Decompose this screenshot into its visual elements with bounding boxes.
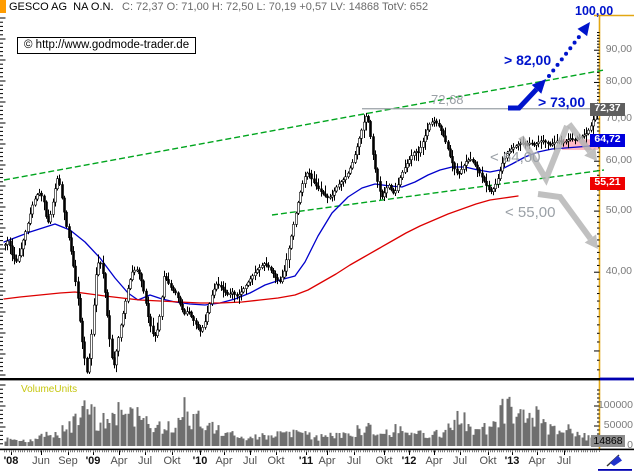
trend-channel <box>3 69 605 216</box>
annotation-gray-poly <box>518 124 570 186</box>
annotation-gray-arrow <box>566 122 597 161</box>
axes-frame <box>0 14 634 471</box>
annotation-blue-dots <box>547 22 590 78</box>
volume-bars <box>4 396 599 446</box>
instrument-title: GESCO AG NA O.N. <box>9 1 114 13</box>
flag-icon-button[interactable] <box>598 452 634 469</box>
watermark: © http://www.godmode-trader.de <box>17 37 197 54</box>
annotation-blue-arrow <box>508 79 546 111</box>
quote-summary: C: 72,37 O: 71,00 H: 72,50 L: 70,19 +0,5… <box>122 1 429 13</box>
flag-icon <box>606 454 622 467</box>
annotation-gray-arrow <box>537 191 598 249</box>
app-header: GESCO AG NA O.N. C: 72,37 O: 71,00 H: 72… <box>0 0 634 14</box>
candlesticks <box>4 102 599 375</box>
support-zone <box>562 139 598 151</box>
drawn-annotations <box>508 22 598 249</box>
symbol-color-tag <box>0 0 6 13</box>
